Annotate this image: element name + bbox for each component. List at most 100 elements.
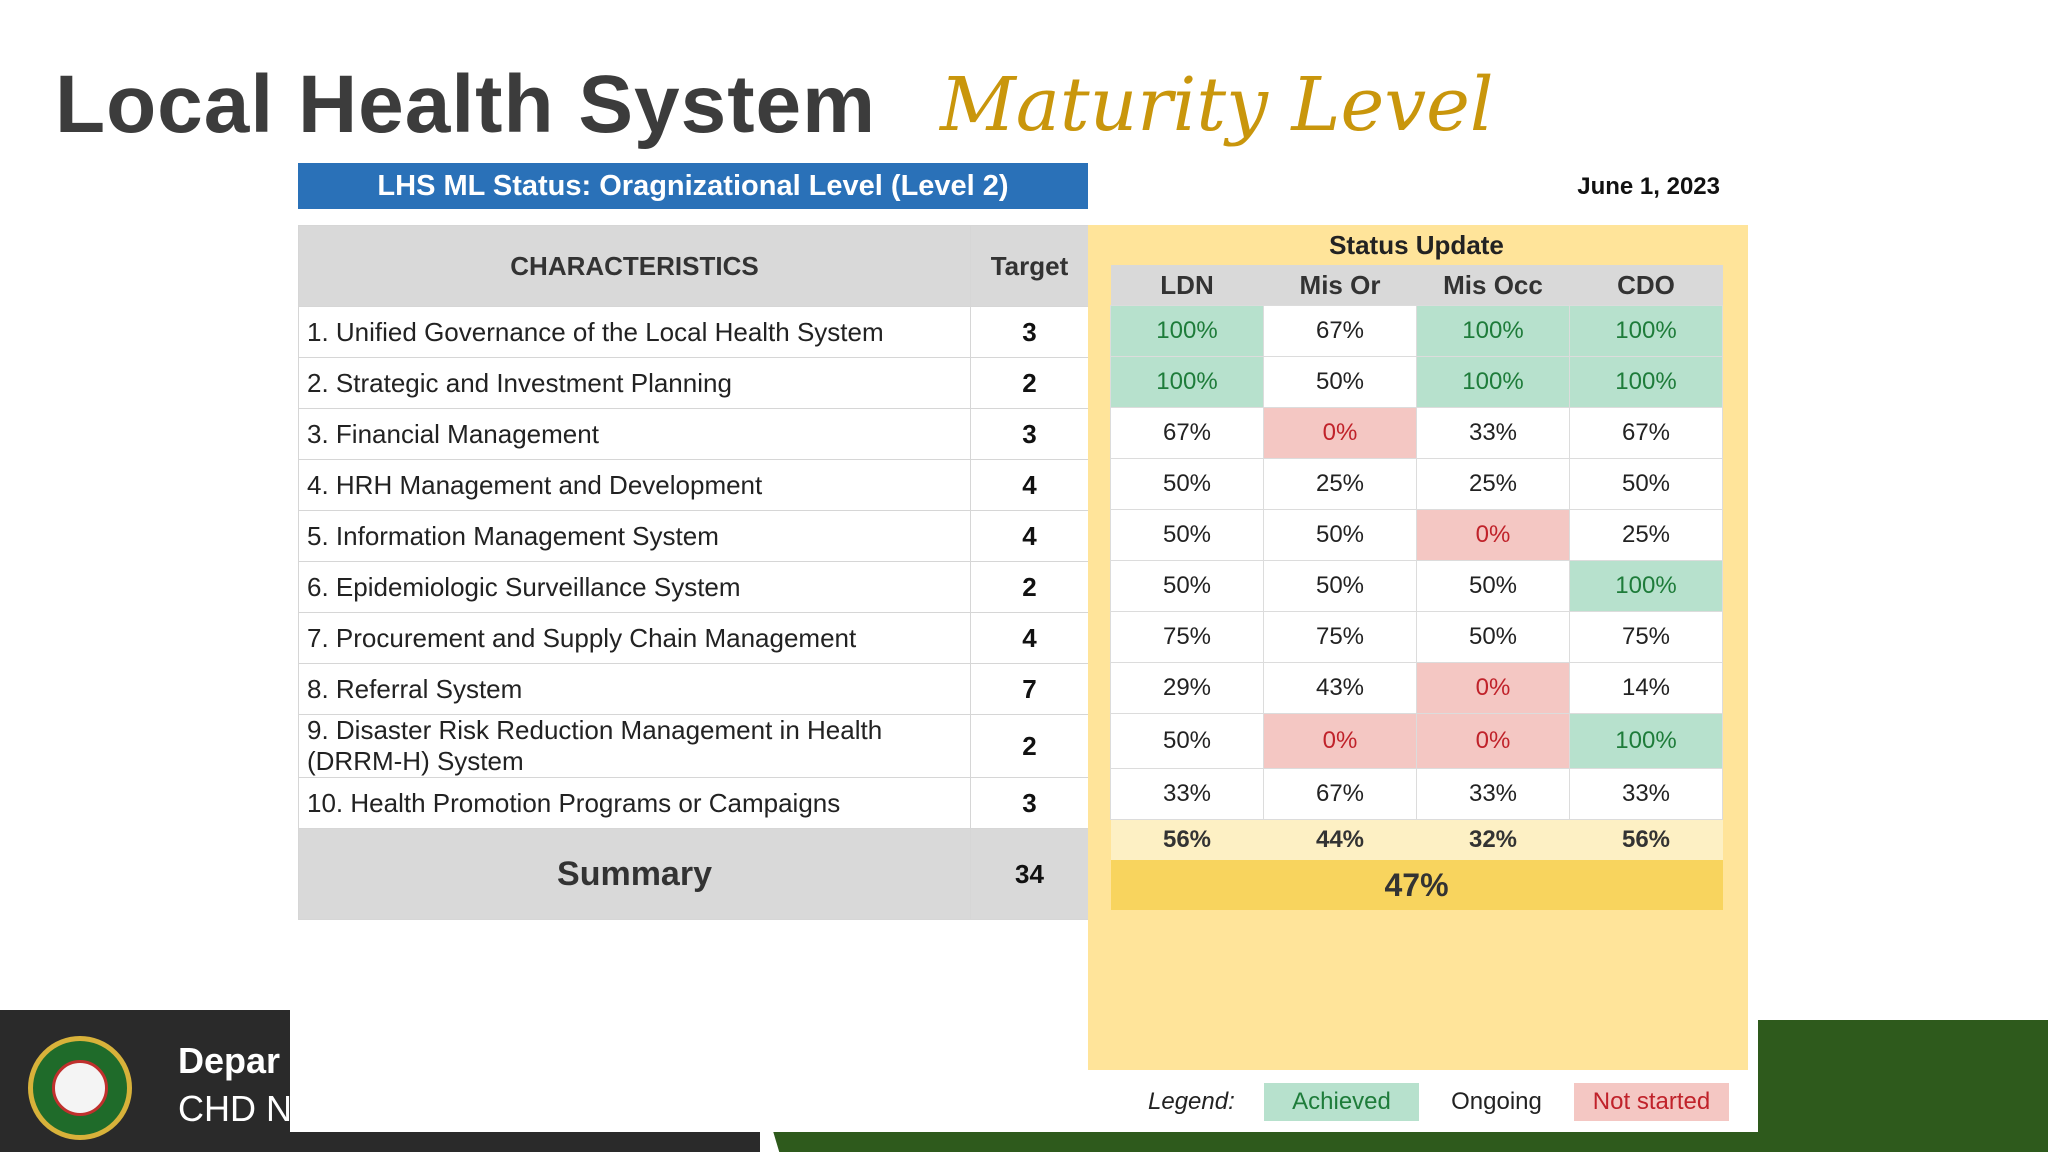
status-cell-mis-or: 67% <box>1263 768 1417 820</box>
summary-percent-mis-occ: 32% <box>1416 819 1570 860</box>
report-date: June 1, 2023 <box>1577 173 1720 200</box>
status-cell-mis-occ: 33% <box>1416 768 1570 820</box>
target-value: 7 <box>970 663 1089 715</box>
footer-chd-text: CHD N <box>178 1088 292 1129</box>
status-cell-mis-occ: 25% <box>1416 458 1570 510</box>
table-row: 3. Financial Management 3 <box>298 408 1089 460</box>
column-header-mis-occ: Mis Occ <box>1416 265 1570 306</box>
characteristic-label: 2. Strategic and Investment Planning <box>298 357 971 409</box>
characteristic-label: 3. Financial Management <box>298 408 971 460</box>
status-cell-ldn: 50% <box>1110 560 1264 612</box>
status-cell-mis-or: 0% <box>1263 407 1417 459</box>
status-cell-ldn: 50% <box>1110 509 1264 561</box>
status-cell-mis-occ: 0% <box>1416 713 1570 769</box>
status-cell-mis-or: 50% <box>1263 356 1417 408</box>
status-cell-ldn: 75% <box>1110 611 1264 663</box>
status-cell-cdo: 100% <box>1569 713 1723 769</box>
status-update-header: Status Update <box>1329 229 1504 260</box>
status-row: 50% 50% 50% 100% <box>1110 560 1723 612</box>
target-value: 4 <box>970 612 1089 664</box>
legend: Legend: Achieved Ongoing Not started <box>1148 1083 1729 1121</box>
table-row: 8. Referral System 7 <box>298 663 1089 715</box>
status-cell-cdo: 75% <box>1569 611 1723 663</box>
status-cell-mis-occ: 50% <box>1416 611 1570 663</box>
table-row: 6. Epidemiologic Surveillance System 2 <box>298 561 1089 613</box>
target-header: Target <box>970 225 1089 307</box>
status-cell-mis-occ: 100% <box>1416 305 1570 357</box>
characteristic-label: 10. Health Promotion Programs or Campaig… <box>298 777 971 829</box>
status-cell-ldn: 67% <box>1110 407 1264 459</box>
status-cell-cdo: 100% <box>1569 305 1723 357</box>
status-cell-mis-or: 75% <box>1263 611 1417 663</box>
status-cell-mis-or: 50% <box>1263 509 1417 561</box>
status-cell-mis-or: 25% <box>1263 458 1417 510</box>
table-banner: LHS ML Status: Oragnizational Level (Lev… <box>298 163 1088 209</box>
page-subtitle: Maturity Level <box>940 62 1494 148</box>
target-value: 4 <box>970 459 1089 511</box>
status-row: 29% 43% 0% 14% <box>1110 662 1723 714</box>
characteristic-label: 5. Information Management System <box>298 510 971 562</box>
status-cell-cdo: 14% <box>1569 662 1723 714</box>
summary-label: Summary <box>298 828 971 920</box>
characteristic-label: 7. Procurement and Supply Chain Manageme… <box>298 612 971 664</box>
status-table: Status Update LDN Mis Or Mis Occ CDO 100… <box>1110 225 1723 910</box>
status-cell-mis-occ: 0% <box>1416 509 1570 561</box>
characteristic-label: 6. Epidemiologic Surveillance System <box>298 561 971 613</box>
target-value: 3 <box>970 408 1089 460</box>
overall-row: 47% <box>1110 860 1723 910</box>
table-row: 1. Unified Governance of the Local Healt… <box>298 306 1089 358</box>
overall-percent: 47% <box>1110 860 1723 910</box>
table-row: 9. Disaster Risk Reduction Management in… <box>298 714 1089 778</box>
status-cell-cdo: 50% <box>1569 458 1723 510</box>
summary-percent-mis-or: 44% <box>1263 819 1417 860</box>
target-value: 4 <box>970 510 1089 562</box>
status-cell-cdo: 25% <box>1569 509 1723 561</box>
status-cell-mis-occ: 100% <box>1416 356 1570 408</box>
summary-percent-ldn: 56% <box>1110 819 1264 860</box>
summary-target: 34 <box>970 828 1089 920</box>
doh-seal-icon <box>28 1036 132 1140</box>
legend-not-started: Not started <box>1574 1083 1729 1121</box>
target-value: 2 <box>970 714 1089 778</box>
table-row: 5. Information Management System 4 <box>298 510 1089 562</box>
status-row: 100% 67% 100% 100% <box>1110 305 1723 357</box>
status-cell-ldn: 50% <box>1110 458 1264 510</box>
status-cell-mis-occ: 33% <box>1416 407 1570 459</box>
table-row: 4. HRH Management and Development 4 <box>298 459 1089 511</box>
characteristics-header: CHARACTERISTICS <box>298 225 971 307</box>
legend-label: Legend: <box>1148 1088 1235 1115</box>
characteristics-table: CHARACTERISTICS Target 1. Unified Govern… <box>298 225 1089 920</box>
summary-percent-row: 56% 44% 32% 56% <box>1110 819 1723 860</box>
page-title: Local Health System <box>55 59 877 150</box>
characteristic-label: 4. HRH Management and Development <box>298 459 971 511</box>
summary-row: Summary 34 <box>298 828 1089 920</box>
column-header-ldn: LDN <box>1110 265 1264 306</box>
summary-percent-cdo: 56% <box>1569 819 1723 860</box>
status-row: 100% 50% 100% 100% <box>1110 356 1723 408</box>
characteristic-label: 1. Unified Governance of the Local Healt… <box>298 306 971 358</box>
status-cell-ldn: 29% <box>1110 662 1264 714</box>
status-cell-mis-occ: 50% <box>1416 560 1570 612</box>
target-value: 2 <box>970 561 1089 613</box>
status-row: 67% 0% 33% 67% <box>1110 407 1723 459</box>
status-cell-mis-or: 50% <box>1263 560 1417 612</box>
legend-ongoing: Ongoing <box>1419 1083 1574 1121</box>
status-row: 50% 0% 0% 100% <box>1110 713 1723 769</box>
status-row: 50% 25% 25% 50% <box>1110 458 1723 510</box>
status-row: 33% 67% 33% 33% <box>1110 768 1723 820</box>
characteristic-label: 9. Disaster Risk Reduction Management in… <box>298 714 971 778</box>
column-header-cdo: CDO <box>1569 265 1723 306</box>
status-cell-cdo: 67% <box>1569 407 1723 459</box>
status-cell-mis-occ: 0% <box>1416 662 1570 714</box>
table-row: 2. Strategic and Investment Planning 2 <box>298 357 1089 409</box>
status-cell-mis-or: 0% <box>1263 713 1417 769</box>
status-row: 50% 50% 0% 25% <box>1110 509 1723 561</box>
target-value: 3 <box>970 777 1089 829</box>
footer-department-text: Depar <box>178 1040 281 1081</box>
table-row: 10. Health Promotion Programs or Campaig… <box>298 777 1089 829</box>
status-cell-cdo: 100% <box>1569 560 1723 612</box>
status-cell-cdo: 100% <box>1569 356 1723 408</box>
column-header-mis-or: Mis Or <box>1263 265 1417 306</box>
target-value: 3 <box>970 306 1089 358</box>
target-value: 2 <box>970 357 1089 409</box>
